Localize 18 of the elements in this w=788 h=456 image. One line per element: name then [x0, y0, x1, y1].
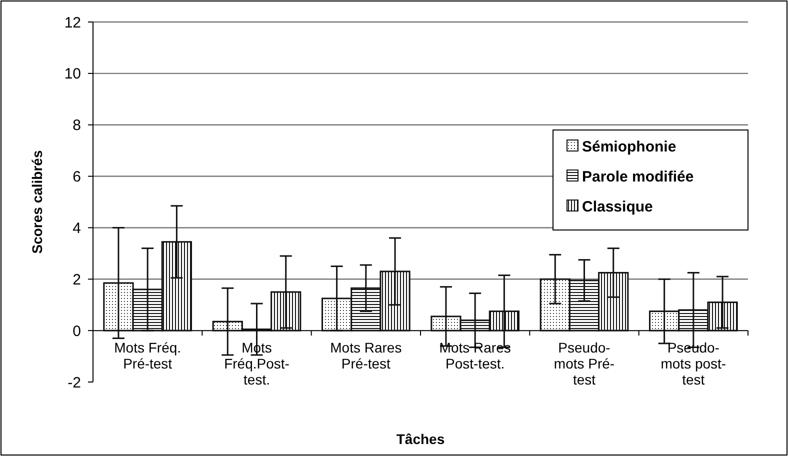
- y-axis-title: Scores calibrés: [29, 150, 45, 254]
- y-tick-label: 4: [72, 220, 81, 237]
- legend-label: Parole modifiée: [582, 168, 694, 186]
- x-tick-label: Mots Rares Post-test.: [439, 340, 511, 372]
- legend-label: Sémiophonie: [582, 138, 676, 156]
- y-tick-label: -2: [68, 374, 81, 392]
- x-axis-title: Tâches: [396, 431, 445, 447]
- y-tick-label: 12: [64, 14, 81, 32]
- y-tick-label: 8: [72, 117, 81, 134]
- legend-label: Classique: [582, 198, 653, 216]
- x-tick-label: Pseudo-mots Pré-test: [554, 340, 615, 388]
- y-tick-label: 6: [72, 168, 81, 186]
- y-tick-label: 0: [72, 322, 81, 340]
- x-tick-label: Pseudo-mots post-test: [660, 340, 726, 388]
- x-tick-label: Mots Rares Pré-test: [330, 340, 402, 372]
- y-tick-label: 2: [72, 271, 81, 288]
- y-tick-label: 10: [64, 66, 81, 83]
- x-tick-label: Mots Fréq. Pré-test: [114, 340, 182, 372]
